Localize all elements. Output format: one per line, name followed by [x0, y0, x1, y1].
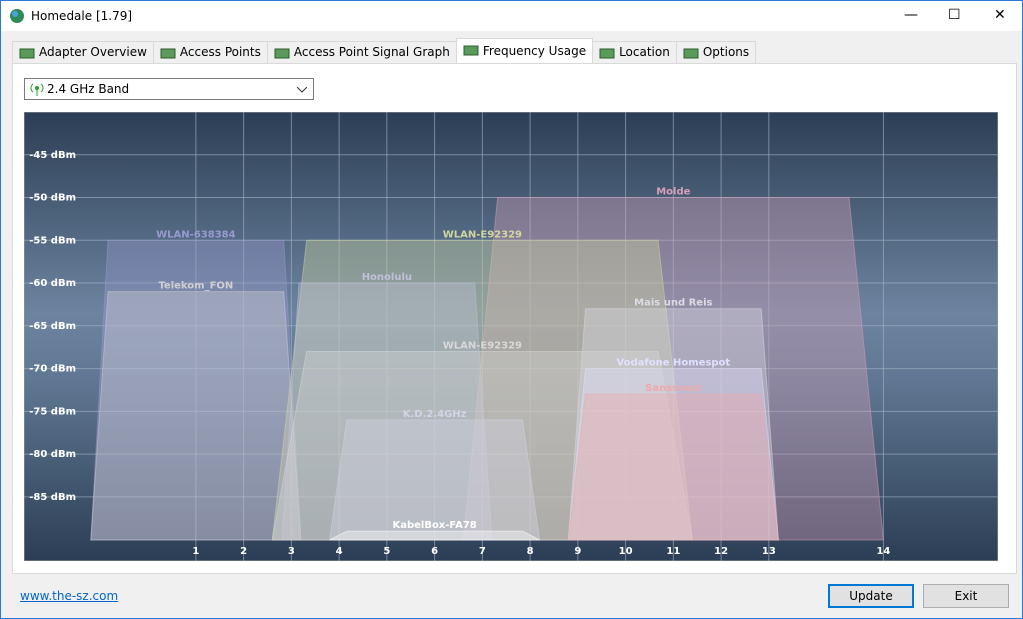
x-tick-label: 11: [666, 546, 680, 557]
tab[interactable]: Access Point Signal Graph: [266, 41, 457, 63]
y-tick-label: -70 dBm: [29, 364, 76, 375]
x-tick-label: 6: [431, 546, 438, 557]
dropdown-arrow: [297, 87, 307, 93]
network-label: WLAN-638384: [156, 229, 235, 240]
tab-label: Location: [619, 45, 670, 59]
tab-label: Access Point Signal Graph: [293, 45, 450, 59]
y-tick-label: -75 dBm: [29, 406, 76, 417]
tab-icon: [683, 48, 699, 59]
network-signal: [271, 350, 694, 541]
network-label: Mais und Reis: [634, 298, 712, 309]
network-label: Honolulu: [362, 272, 412, 283]
update-button[interactable]: Update: [828, 584, 914, 608]
y-tick-label: -85 dBm: [29, 492, 76, 503]
network-label: Sanssouci: [645, 383, 701, 394]
y-tick-label: -45 dBm: [29, 150, 76, 161]
tab-icon: [19, 48, 35, 59]
tab-label: Options: [702, 45, 750, 59]
wifi-icon: [30, 83, 44, 96]
tab-label: Frequency Usage: [482, 44, 587, 58]
app-icon: [10, 9, 24, 23]
tab-label: Access Points: [179, 45, 261, 59]
chart: -45 dBm -50 dBm -55 dBm -60 dBm -65 dBm -70 d…: [24, 112, 998, 561]
y-tick-label: -55 dBm: [29, 235, 76, 246]
tab[interactable]: Adapter Overview: [12, 41, 154, 63]
tab[interactable]: Location: [592, 41, 677, 63]
network-label: KabelBox-FA78: [392, 520, 476, 531]
tab[interactable]: Frequency Usage: [455, 38, 594, 63]
tab-icon: [160, 48, 176, 59]
tab[interactable]: Options: [675, 41, 757, 63]
band-dropdown[interactable]: 2.4 GHz Band: [24, 78, 314, 100]
website-link[interactable]: www.the-sz.com: [20, 589, 119, 603]
tab-icon: [274, 48, 290, 59]
tab-label: Adapter Overview: [39, 45, 147, 59]
minimize-button[interactable]: —: [904, 7, 918, 23]
tab[interactable]: Access Points: [152, 41, 268, 63]
title-bar: Homedale [1.79] — ☐ ✕: [1, 1, 1022, 31]
network-label: WLAN-E92329: [443, 229, 522, 240]
network-signal: [90, 291, 302, 541]
x-tick-label: 2: [240, 546, 247, 557]
window-title: Homedale [1.79]: [31, 9, 133, 23]
network-label: K.D.2.4GHz: [403, 409, 467, 420]
exit-button[interactable]: Exit: [923, 584, 1009, 608]
plot-background: [24, 112, 998, 561]
y-tick-label: -60 dBm: [29, 278, 76, 289]
x-tick-label: 8: [527, 546, 534, 557]
maximize-button[interactable]: ☐: [948, 7, 961, 23]
network-label: WLAN-E92329: [443, 340, 522, 351]
dropdown-value: 2.4 GHz Band: [47, 82, 130, 96]
tab-icon: [463, 45, 479, 56]
y-tick-label: -80 dBm: [29, 449, 76, 460]
tab-icon: [599, 48, 615, 59]
x-tick-label: 12: [714, 546, 728, 557]
x-tick-label: 14: [876, 546, 890, 557]
x-tick-label: 5: [383, 546, 390, 557]
tab-bar: Adapter Overview Access Points Access Poin…: [12, 38, 757, 66]
x-tick-label: 3: [288, 546, 295, 557]
y-tick-label: -50 dBm: [29, 193, 76, 204]
network-label: Vodafone Homespot: [616, 358, 730, 369]
x-tick-label: 1: [192, 546, 199, 557]
x-tick-label: 7: [479, 546, 486, 557]
network-signal: [329, 530, 540, 541]
close-button[interactable]: ✕: [994, 7, 1006, 23]
x-tick-label: 10: [619, 546, 633, 557]
network-signal: [567, 393, 779, 541]
tab-panel: 2.4 GHz Band -45 dBm -50 dBm -55 dBm -60 dB…: [12, 63, 1017, 574]
y-tick-label: -65 dBm: [29, 321, 76, 332]
network-label: Molde: [656, 187, 690, 198]
network-label: Telekom_FON: [158, 281, 233, 292]
x-tick-label: 9: [574, 546, 581, 557]
x-tick-label: 4: [336, 546, 343, 557]
x-tick-label: 13: [762, 546, 776, 557]
